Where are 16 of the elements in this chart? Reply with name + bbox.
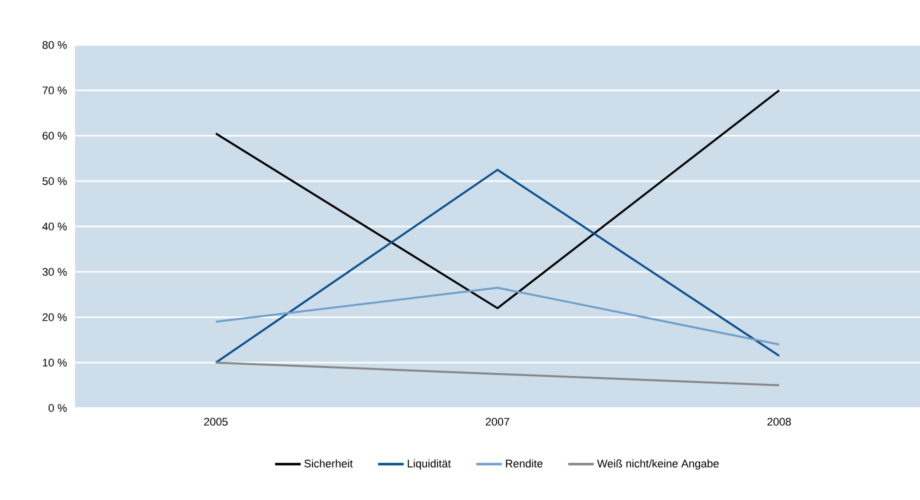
y-tick-label: 0 % (48, 404, 67, 412)
y-tick-label: 20 % (42, 313, 67, 322)
x-tick-label: 2007 (486, 418, 510, 426)
y-tick-label: 30 % (42, 268, 67, 276)
y-tick-label: 50 % (42, 177, 67, 186)
y-tick-label: 80 % (42, 41, 67, 49)
legend-label: Sicherheit (304, 459, 353, 468)
legend-label: Liquidität (408, 459, 451, 470)
x-tick-label: 2005 (204, 418, 228, 426)
legend-label: Rendite (506, 459, 542, 468)
legend-label: Weiß nicht/keine Angabe (597, 459, 719, 470)
y-tick-label: 40 % (42, 222, 67, 230)
x-tick-label: 2008 (767, 418, 791, 426)
y-tick-label: 70 % (42, 86, 67, 94)
y-tick-label: 10 % (42, 358, 67, 367)
y-tick-label: 60 % (42, 132, 67, 140)
